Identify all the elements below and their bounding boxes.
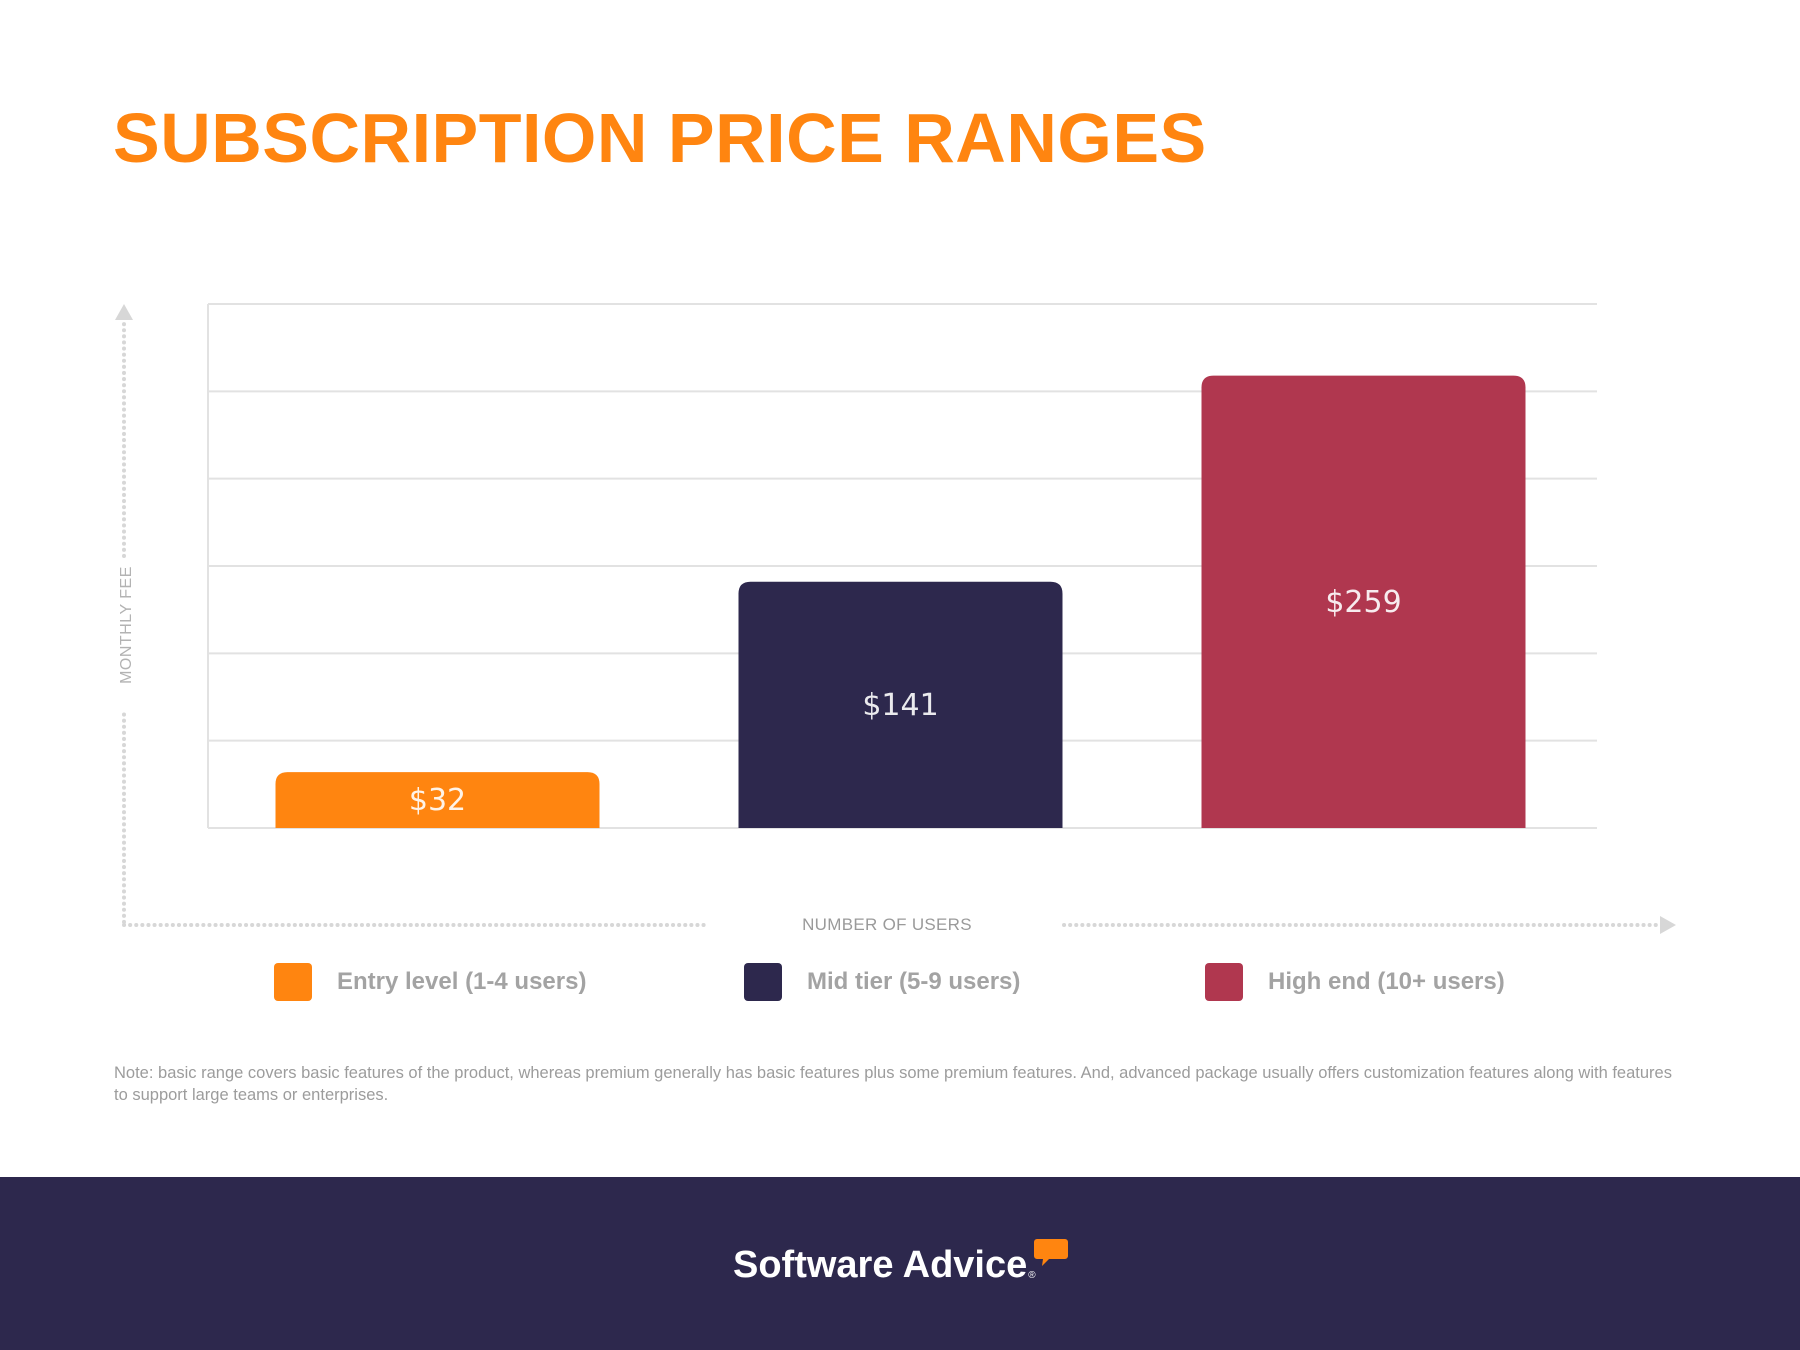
- axis-arrows: [115, 304, 1676, 934]
- legend-swatch-mid: [744, 963, 782, 1001]
- legend-item-mid: Mid tier (5-9 users): [744, 962, 1020, 1002]
- footer: [0, 1177, 1800, 1350]
- y-axis-label: MONTHLY FEE: [118, 566, 135, 684]
- legend-label-mid: Mid tier (5-9 users): [807, 968, 1021, 995]
- legend-item-entry: Entry level (1-4 users): [274, 962, 586, 1002]
- page-title: SUBSCRIPTION PRICE RANGES: [113, 99, 1207, 177]
- bar-value-label-1: $32: [409, 783, 466, 818]
- bar-value-label-2: $141: [862, 688, 938, 723]
- legend-swatch-entry: [274, 963, 312, 1001]
- bar-3: [1201, 375, 1526, 828]
- bars: [275, 375, 1526, 828]
- footnote: Note: basic range covers basic features …: [114, 1064, 1672, 1104]
- legend-label-entry: Entry level (1-4 users): [337, 968, 587, 995]
- bar-2: [738, 581, 1063, 828]
- logo-wordmark: Software Advice: [733, 1244, 1028, 1286]
- software-advice-logo: Software Advice ®: [733, 1239, 1068, 1287]
- x-axis-arrowhead: [1660, 916, 1676, 934]
- bar-chart: $32 $141 $259: [115, 303, 1676, 934]
- legend-item-high: High end (10+ users): [1205, 962, 1505, 1002]
- y-axis-arrowhead: [115, 304, 133, 320]
- legend-swatch-high: [1205, 963, 1243, 1001]
- legend-label-high: High end (10+ users): [1268, 968, 1505, 995]
- bar-1: [275, 772, 600, 828]
- logo-registered-mark: ®: [1028, 1270, 1036, 1281]
- speech-bubble-icon: [1034, 1239, 1068, 1266]
- bar-value-labels: $32 $141 $259: [409, 585, 1402, 818]
- bar-value-label-3: $259: [1325, 585, 1401, 620]
- x-axis-label: NUMBER OF USERS: [802, 915, 972, 934]
